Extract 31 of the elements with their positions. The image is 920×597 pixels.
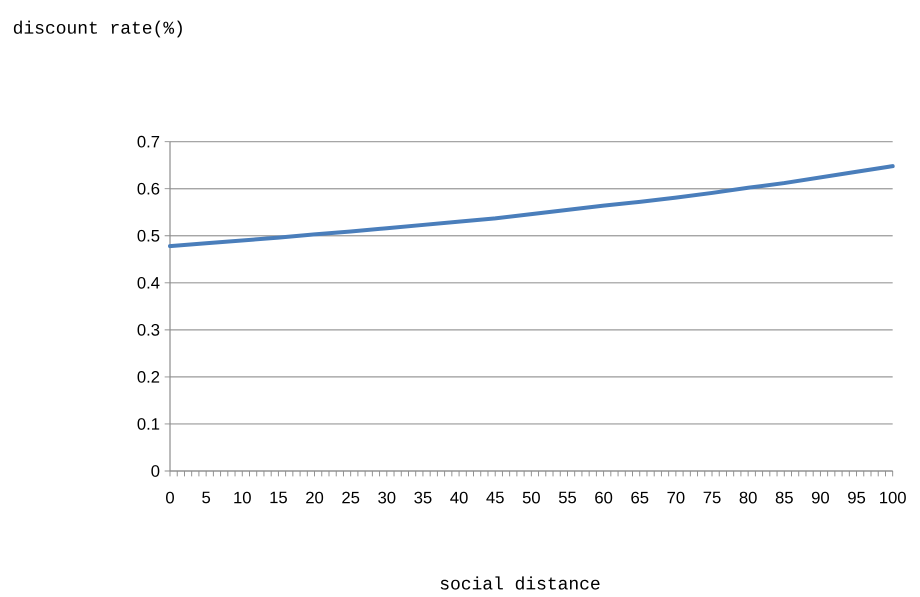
x-tick-label: 65	[631, 492, 648, 504]
x-tick-label: 30	[378, 492, 396, 504]
x-tick-label: 20	[306, 492, 324, 504]
y-tick-label: 0.3	[138, 324, 160, 336]
y-tick-label: 0.4	[138, 276, 160, 289]
x-tick-label: 100	[880, 492, 906, 504]
x-tick-label: 5	[202, 492, 210, 504]
x-tick-label: 0	[166, 492, 174, 504]
x-tick-label: 95	[848, 492, 866, 504]
y-tick-label: 0.2	[138, 371, 160, 383]
x-tick-label: 25	[342, 492, 360, 504]
x-tick-label: 15	[270, 492, 287, 504]
x-tick-label: 70	[667, 492, 684, 504]
y-tick-label: 0	[151, 465, 160, 477]
y-tick-label: 0.5	[138, 230, 160, 242]
x-tick-label: 40	[450, 492, 468, 504]
y-tick-label: 0.1	[138, 418, 160, 430]
x-tick-label: 10	[234, 492, 251, 504]
x-tick-label: 90	[812, 492, 829, 504]
y-tick-label: 0.7	[138, 136, 160, 148]
text: discount rate(%)	[14, 20, 182, 38]
x-tick-label: 55	[558, 492, 576, 504]
y-tick-label: 0.6	[138, 182, 160, 195]
x-tick-label: 35	[414, 492, 432, 504]
x-tick-label: 50	[522, 492, 540, 504]
x-tick-label: 75	[704, 492, 721, 504]
x-tick-label: 45	[486, 492, 504, 504]
x-axis-title: social distance	[440, 576, 600, 590]
x-tick-label: 60	[595, 492, 612, 504]
x-tick-label: 80	[740, 492, 757, 504]
x-tick-label: 85	[776, 492, 793, 504]
